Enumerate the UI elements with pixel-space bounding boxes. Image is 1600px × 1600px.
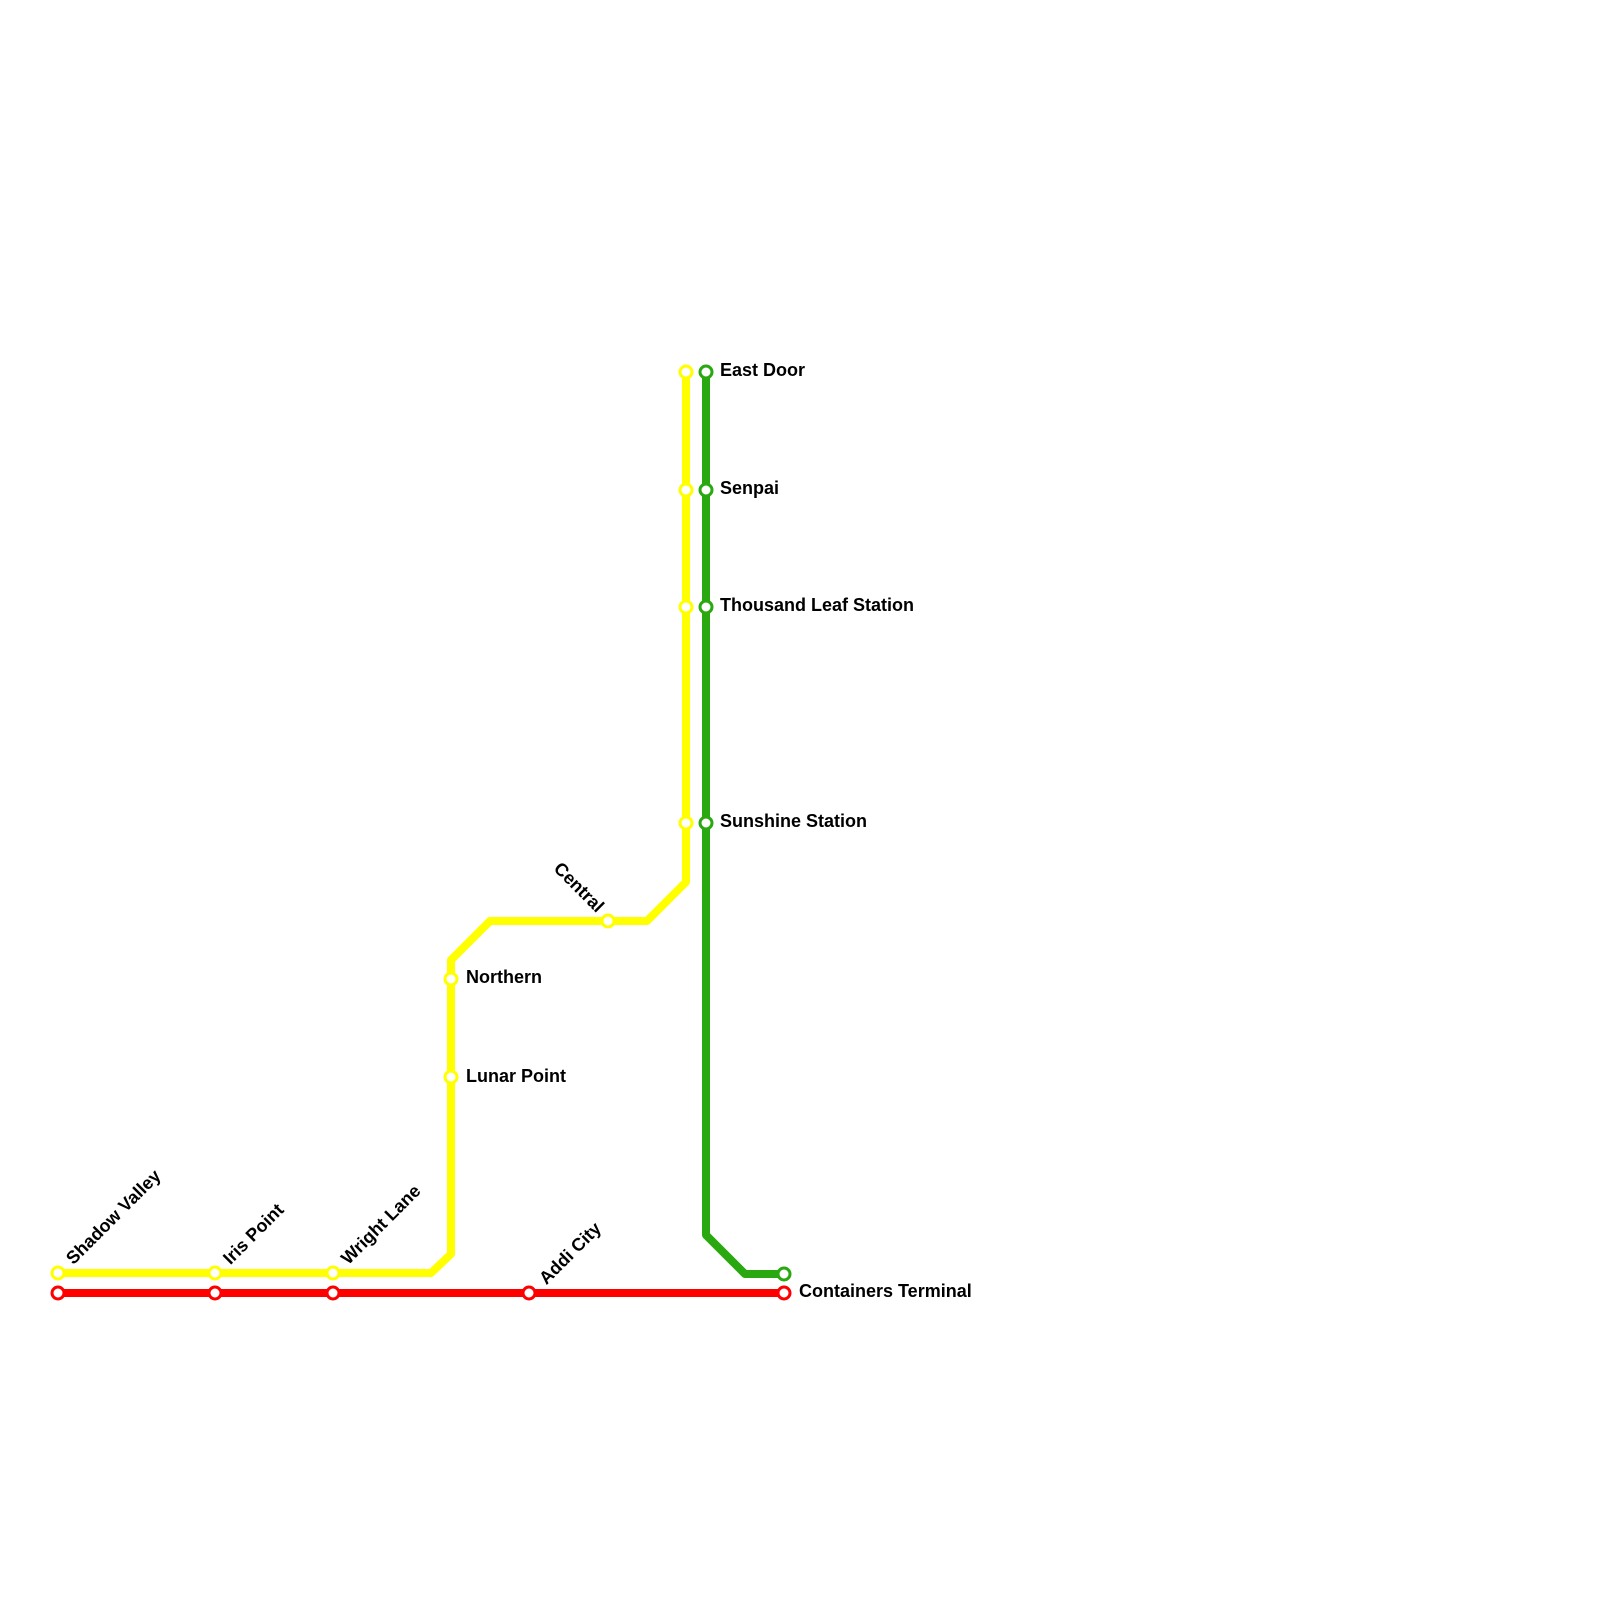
station-label: Northern	[466, 967, 542, 987]
station	[325, 1285, 341, 1301]
station	[443, 1069, 459, 1085]
station	[678, 364, 694, 380]
station	[776, 1266, 792, 1282]
yellow-line	[54, 368, 690, 1277]
red-stations	[50, 1285, 792, 1301]
station-label: Addi City	[535, 1218, 605, 1288]
station-label: Iris Point	[219, 1200, 288, 1269]
station-label: Thousand Leaf Station	[720, 595, 914, 615]
station	[443, 971, 459, 987]
station-label: Sunshine Station	[720, 811, 867, 831]
station	[207, 1285, 223, 1301]
station	[207, 1265, 223, 1281]
green-stations	[698, 364, 792, 1282]
station	[678, 815, 694, 831]
station-label: Containers Terminal	[799, 1281, 972, 1301]
station	[698, 815, 714, 831]
station-label: Central	[550, 858, 608, 916]
station-label: Wright Lane	[337, 1181, 424, 1268]
station	[678, 482, 694, 498]
station	[600, 913, 616, 929]
station	[325, 1265, 341, 1281]
station-label: Senpai	[720, 478, 779, 498]
yellow-stations	[50, 364, 694, 1281]
station-label: Shadow Valley	[62, 1166, 165, 1269]
green-line	[702, 368, 788, 1278]
station-label: East Door	[720, 360, 805, 380]
station	[698, 599, 714, 615]
station	[776, 1285, 792, 1301]
station	[50, 1285, 66, 1301]
station	[50, 1265, 66, 1281]
station	[678, 599, 694, 615]
station	[698, 482, 714, 498]
station-label: Lunar Point	[466, 1066, 566, 1086]
station	[521, 1285, 537, 1301]
station	[698, 364, 714, 380]
